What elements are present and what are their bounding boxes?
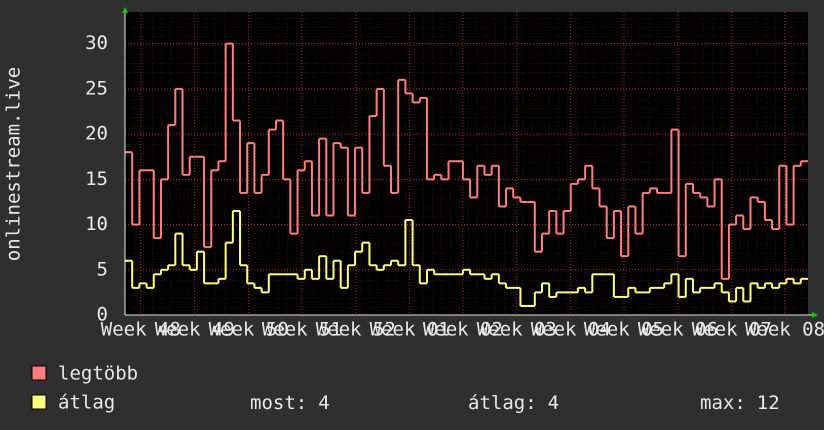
x-tick-label: Week 52	[316, 319, 396, 341]
y-tick-label: 15	[85, 168, 108, 190]
y-tick-label: 0	[97, 304, 108, 326]
legend-label: átlag	[58, 392, 115, 414]
y-tick-label: 30	[85, 32, 108, 54]
stat-value: 4	[318, 392, 329, 414]
legend-swatch	[31, 394, 47, 410]
stat-label: átlag:	[468, 392, 537, 414]
y-arrow	[122, 7, 128, 13]
y-axis-label: onlinestream.live	[3, 67, 25, 261]
x-tick-label: Week 05	[584, 319, 664, 341]
stat-value: 4	[548, 392, 559, 414]
x-tick-label: Week 06	[638, 319, 718, 341]
x-tick-label: Week 07	[692, 319, 772, 341]
stat-value: 12	[757, 392, 780, 414]
x-tick-label: Week 49	[155, 319, 235, 341]
y-tick-label: 5	[97, 258, 108, 280]
stat-label: max:	[700, 392, 746, 414]
stat: most: 4	[250, 392, 330, 414]
y-tick-label: 10	[85, 213, 108, 235]
legend-label: legtöbb	[58, 363, 138, 385]
x-tick-label: Week 08	[745, 319, 824, 341]
y-tick-label: 25	[85, 77, 108, 99]
minor-grid	[125, 12, 808, 315]
x-tick-label: Week 02	[423, 319, 503, 341]
legend-swatch	[31, 365, 47, 381]
x-tick-label: Week 51	[262, 319, 342, 341]
stat: átlag: 4	[468, 392, 559, 414]
x-tick-label: Week 01	[370, 319, 450, 341]
stat: max: 12	[700, 392, 780, 414]
stat-label: most:	[250, 392, 307, 414]
x-tick-label: Week 03	[477, 319, 557, 341]
y-tick-label: 20	[85, 123, 108, 145]
x-tick-label: Week 04	[531, 319, 611, 341]
x-tick-label: Week 48	[101, 319, 181, 341]
x-tick-label: Week 50	[209, 319, 289, 341]
x-arrow	[812, 312, 818, 318]
